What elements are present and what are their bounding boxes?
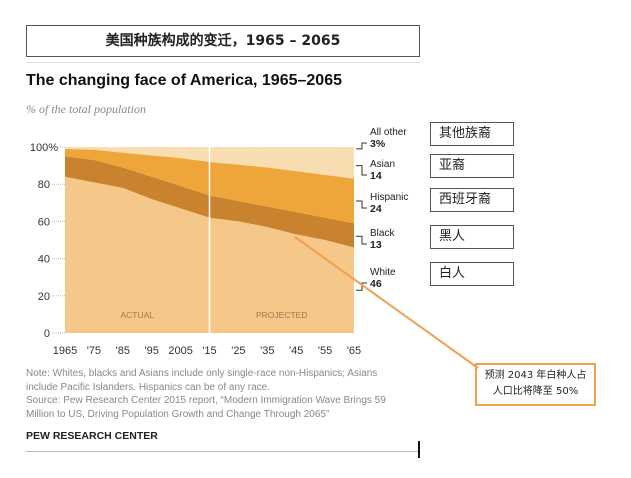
end-label-value: 24 xyxy=(370,203,382,215)
end-label-leader xyxy=(356,235,367,245)
chart-subtitle: % of the total population xyxy=(26,102,146,116)
x-tick-label: '35 xyxy=(260,345,274,357)
cn-label-hispanic: 西班牙裔 xyxy=(430,188,514,212)
end-label-name: White xyxy=(370,267,396,278)
x-tick-label: '75 xyxy=(87,345,101,357)
end-label-value: 3% xyxy=(370,138,386,150)
x-tick-label: '15 xyxy=(202,345,216,357)
x-tick-label: '55 xyxy=(318,345,332,357)
end-label-name: Asian xyxy=(370,159,395,170)
region-label-actual: ACTUAL xyxy=(120,310,154,320)
end-label-value: 14 xyxy=(370,170,382,182)
source-text: Source: Pew Research Center 2015 report,… xyxy=(26,395,386,420)
x-tick-label: '65 xyxy=(347,345,361,357)
end-label-leader xyxy=(356,165,367,176)
cn-label-asian: 亚裔 xyxy=(430,154,514,178)
note-text: Note: Whites, blacks and Asians include … xyxy=(26,368,378,393)
end-label-leader xyxy=(356,282,367,291)
end-label-leader xyxy=(356,142,367,150)
end-label-name: All other xyxy=(370,127,407,138)
annotation-box: 预测 2043 年白种人占 人口比将降至 50% xyxy=(475,363,596,406)
title-divider xyxy=(26,62,420,63)
x-tick-label: '25 xyxy=(231,345,245,357)
x-tick-label: '45 xyxy=(289,345,303,357)
annotation-line-1: 预测 2043 年白种人占 xyxy=(484,370,587,381)
footer-divider xyxy=(26,451,418,452)
x-tick-label: '95 xyxy=(145,345,159,357)
end-label-value: 13 xyxy=(370,239,382,251)
area-asian xyxy=(65,147,354,179)
chart-title: The changing face of America, 1965–2065 xyxy=(26,72,342,89)
region-label-projected: PROJECTED xyxy=(256,310,307,320)
y-tick-label: 0 xyxy=(44,328,50,340)
end-label-name: Hispanic xyxy=(370,192,408,203)
y-tick-label: 100% xyxy=(30,142,58,154)
annotation-pointer-line xyxy=(294,236,479,369)
y-tick-label: 20 xyxy=(38,291,50,303)
annotation-line-2: 人口比将降至 50% xyxy=(492,386,579,397)
x-tick-label: '85 xyxy=(116,345,130,357)
y-tick-label: 80 xyxy=(38,179,50,191)
chinese-title-box: 美国种族构成的变迁，1965 – 2065 xyxy=(26,25,420,57)
cn-label-all-other: 其他族裔 xyxy=(430,122,514,146)
y-tick-label: 40 xyxy=(38,254,50,266)
end-label-name: Black xyxy=(370,228,395,239)
text-cursor xyxy=(418,441,420,458)
y-tick-label: 60 xyxy=(38,216,50,228)
cn-label-white: 白人 xyxy=(430,262,514,286)
footnote: Note: Whites, blacks and Asians include … xyxy=(26,367,406,421)
end-label-leader xyxy=(356,200,367,209)
area-all-other xyxy=(65,147,354,153)
x-tick-label: 1965 xyxy=(53,345,77,357)
brand-label: PEW RESEARCH CENTER xyxy=(26,430,158,442)
x-tick-label: 2005 xyxy=(168,345,192,357)
end-label-value: 46 xyxy=(370,278,382,290)
cn-label-black: 黑人 xyxy=(430,225,514,249)
